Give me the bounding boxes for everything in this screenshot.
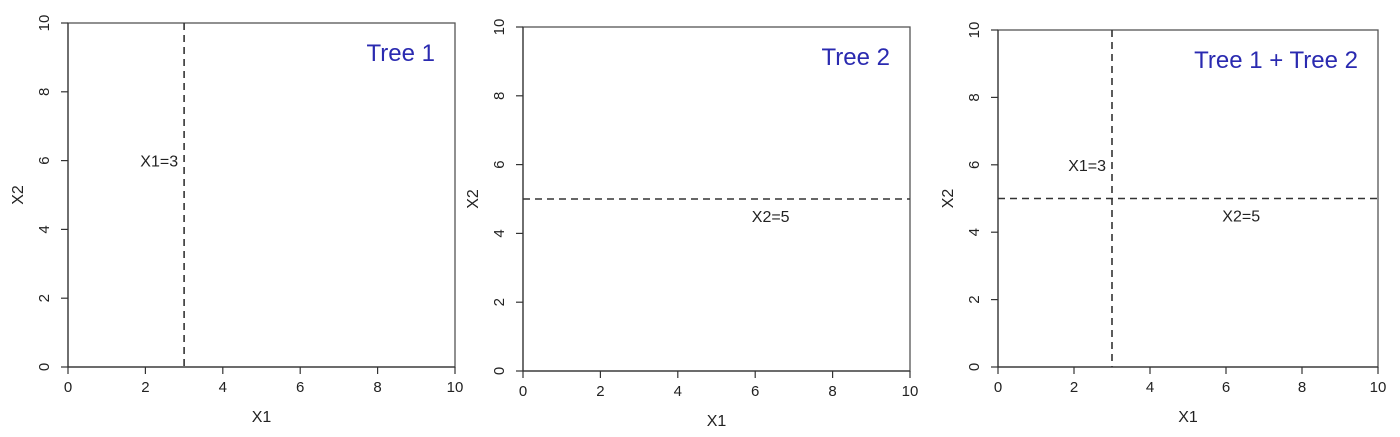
panel-title: Tree 1 — [367, 40, 435, 67]
x-tick-label: 6 — [296, 379, 304, 396]
y-tick-label: 0 — [491, 367, 508, 375]
x-tick-label: 8 — [828, 383, 836, 400]
panel-3: 0 2 4 6 8 10 0 2 4 6 8 10 X1 X2 Tree 1 + Tree 2 X1=3 X2=… — [940, 22, 1386, 426]
y-tick-label: 10 — [491, 19, 508, 36]
x-tick-label: 4 — [219, 379, 227, 396]
x-tick-label: 4 — [674, 383, 682, 400]
x-tick-label: 4 — [1146, 379, 1154, 396]
x-tick-label: 8 — [1298, 379, 1306, 396]
plot-frame — [997, 29, 1379, 368]
y-tick-label: 8 — [491, 92, 508, 100]
y-tick-label: 4 — [966, 228, 983, 236]
plot-frame — [67, 22, 456, 368]
y-tick-label: 8 — [966, 93, 983, 101]
panel-1: 0 2 4 6 8 10 0 2 4 6 8 10 X1 X2 Tree 1 X1=3 — [10, 15, 463, 426]
x-tick-label: 2 — [141, 379, 149, 396]
y-tick-label: 2 — [966, 295, 983, 303]
y-tick-label: 6 — [966, 161, 983, 169]
x-tick-label: 10 — [902, 383, 919, 400]
split-label-x1: X1=3 — [1068, 158, 1106, 175]
x-tick-label: 6 — [751, 383, 759, 400]
x-tick-label: 0 — [64, 379, 72, 396]
y-tick-label: 10 — [966, 22, 983, 39]
x-axis-label: X1 — [707, 413, 727, 430]
x-tick-label: 0 — [994, 379, 1002, 396]
y-tick-label: 8 — [36, 88, 53, 96]
x-tick-label: 10 — [1370, 379, 1387, 396]
x-axis-label: X1 — [252, 409, 272, 426]
y-tick-label: 2 — [491, 298, 508, 306]
x-tick-label: 2 — [1070, 379, 1078, 396]
y-tick-label: 4 — [36, 225, 53, 233]
x-tick-label: 8 — [373, 379, 381, 396]
split-label-x2: X2=5 — [752, 209, 790, 226]
panel-title: Tree 1 + Tree 2 — [1194, 47, 1358, 74]
y-tick-label: 0 — [966, 363, 983, 371]
y-axis-label: X2 — [465, 189, 482, 209]
panel-title: Tree 2 — [822, 44, 890, 71]
y-tick-label: 0 — [36, 363, 53, 371]
y-tick-label: 4 — [491, 229, 508, 237]
x-tick-label: 10 — [447, 379, 464, 396]
x-tick-label: 2 — [596, 383, 604, 400]
y-tick-label: 10 — [36, 15, 53, 32]
split-label-x2: X2=5 — [1222, 209, 1260, 226]
x-tick-label: 0 — [519, 383, 527, 400]
x-tick-label: 6 — [1222, 379, 1230, 396]
split-label-x1: X1=3 — [140, 154, 178, 171]
y-axis-label: X2 — [10, 185, 27, 205]
y-axis-label: X2 — [940, 189, 957, 209]
panel-2: 0 2 4 6 8 10 0 2 4 6 8 10 X1 X2 Tree 2 X2=5 — [465, 19, 918, 430]
y-tick-label: 6 — [36, 156, 53, 164]
x-axis-label: X1 — [1178, 409, 1198, 426]
y-tick-label: 6 — [491, 160, 508, 168]
y-tick-label: 2 — [36, 294, 53, 302]
